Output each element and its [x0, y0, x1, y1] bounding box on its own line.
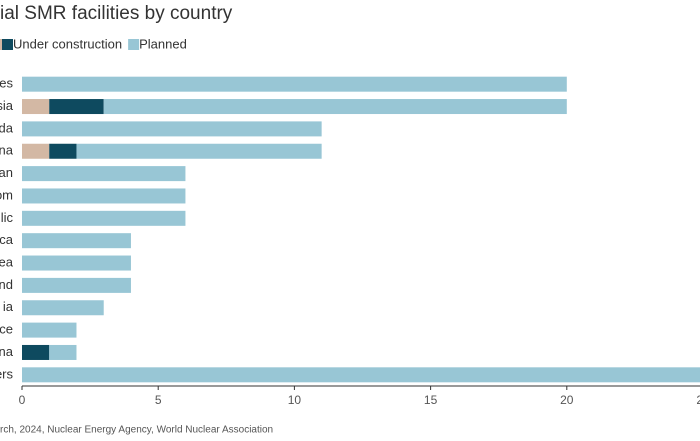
- bar-segment: [22, 121, 322, 137]
- y-tick-label: da: [0, 120, 14, 135]
- bar-segment: [103, 99, 567, 115]
- y-tick-label: ea: [0, 254, 14, 269]
- y-tick-label: nd: [0, 277, 13, 292]
- x-tick-label: 0: [19, 393, 26, 407]
- y-tick-label: ca: [0, 232, 14, 247]
- legend-swatch: [2, 39, 13, 50]
- bar-segment: [22, 344, 50, 360]
- y-tick-label: ers: [0, 366, 13, 381]
- y-tick-label: ia: [3, 299, 14, 314]
- bar-segment: [22, 188, 186, 204]
- x-tick-label: 5: [155, 393, 162, 407]
- bar-segment: [22, 277, 131, 293]
- bar-segment: [22, 76, 567, 92]
- y-tick-label: an: [0, 165, 13, 180]
- bar-segment: [76, 143, 322, 159]
- bar-segment: [22, 367, 700, 383]
- bar-segment: [22, 143, 50, 159]
- x-tick-label: 10: [288, 393, 302, 407]
- bar-segment: [49, 344, 77, 360]
- bar-segment: [22, 99, 50, 115]
- bar-segment: [22, 166, 186, 182]
- bar-segment: [49, 143, 77, 159]
- y-tick-label: na: [0, 344, 14, 359]
- source: rch, 2024, Nuclear Energy Agency, World …: [0, 425, 273, 436]
- y-tick-label: na: [0, 143, 14, 158]
- x-tick-label: 20: [560, 393, 574, 407]
- y-tick-label: es: [0, 76, 13, 91]
- y-tick-label: lic: [1, 210, 14, 225]
- x-tick-label: 25: [696, 393, 700, 407]
- y-tick-label: ce: [0, 322, 13, 337]
- bar-segment: [22, 255, 131, 271]
- chart-title: ial SMR facilities by country: [0, 3, 233, 24]
- legend-label: Planned: [139, 36, 187, 51]
- legend-swatch: [0, 39, 2, 50]
- bar-segment: [22, 210, 186, 226]
- y-tick-label: sia: [0, 98, 14, 113]
- bar-segment: [22, 233, 131, 249]
- bar-segment: [22, 300, 104, 316]
- bar-segment: [49, 99, 104, 115]
- legend-label: Under construction: [13, 36, 122, 51]
- bar-segment: [22, 322, 77, 338]
- y-tick-label: om: [0, 187, 13, 202]
- legend-swatch: [128, 39, 140, 50]
- x-tick-label: 15: [424, 393, 438, 407]
